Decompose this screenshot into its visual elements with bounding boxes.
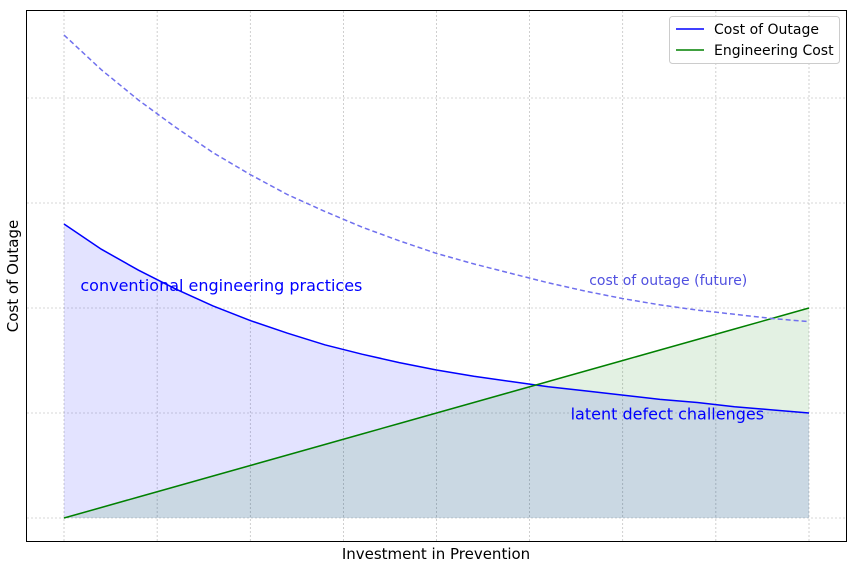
legend-entry: Cost of Outage [714,22,819,38]
annotations: conventional engineering practices latent… [80,273,764,423]
plot-frame [26,10,847,542]
series-lines [63,34,810,519]
annotation-label: latent defect challenges [571,404,764,423]
area-fill [64,224,809,518]
legend: Cost of Outage Engineering Cost [669,16,840,64]
y-axis-label: Cost of Outage [4,220,22,332]
annotation-label: conventional engineering practices [80,276,362,295]
series-line [63,307,810,519]
legend-box [669,16,840,64]
x-axis-label: Investment in Prevention [342,545,530,563]
series-line [63,223,810,414]
legend-entry: Engineering Cost [714,43,834,59]
annotation-label: cost of outage (future) [589,273,747,289]
series-line [63,34,810,323]
